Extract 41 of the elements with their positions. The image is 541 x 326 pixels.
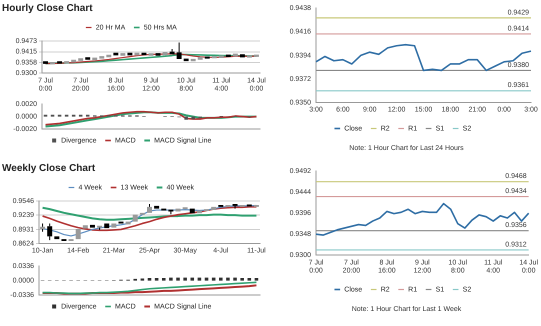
candlestick — [85, 57, 90, 60]
candlestick — [76, 229, 81, 240]
candlestick — [120, 53, 126, 56]
candlestick — [176, 208, 181, 212]
candlestick — [104, 223, 110, 228]
candlestick — [78, 58, 84, 61]
candlestick — [111, 223, 116, 228]
candlestick — [147, 204, 152, 213]
candlestick — [246, 55, 252, 58]
candlestick — [64, 61, 70, 64]
candlestick — [154, 206, 160, 209]
candlestick — [156, 53, 160, 56]
chart-title: Hourly Close Chart — [2, 2, 94, 14]
chart-title: Weekly Close Chart — [2, 162, 96, 174]
candlestick — [127, 52, 132, 56]
candlestick — [176, 42, 182, 60]
candlestick — [232, 54, 238, 56]
candlestick — [211, 206, 216, 210]
candlestick — [190, 58, 196, 62]
candlestick — [184, 58, 189, 62]
candlestick — [47, 222, 52, 241]
candlestick — [57, 61, 62, 64]
candlestick — [232, 204, 238, 210]
candlestick — [142, 52, 146, 56]
candlestick — [198, 57, 203, 60]
candlestick — [168, 210, 174, 215]
candlestick — [43, 61, 48, 64]
candlestick — [170, 48, 175, 54]
candlestick — [196, 210, 202, 214]
candlestick — [132, 214, 138, 222]
candlestick — [90, 224, 95, 228]
candlestick — [71, 60, 76, 62]
candlestick — [190, 208, 195, 214]
candlestick — [54, 236, 60, 240]
candlestick — [134, 52, 140, 56]
candlestick — [113, 52, 118, 56]
candlestick — [162, 52, 168, 56]
candlestick — [82, 225, 88, 229]
candlestick — [126, 222, 131, 224]
candlestick — [240, 54, 245, 58]
candlestick — [226, 54, 231, 58]
